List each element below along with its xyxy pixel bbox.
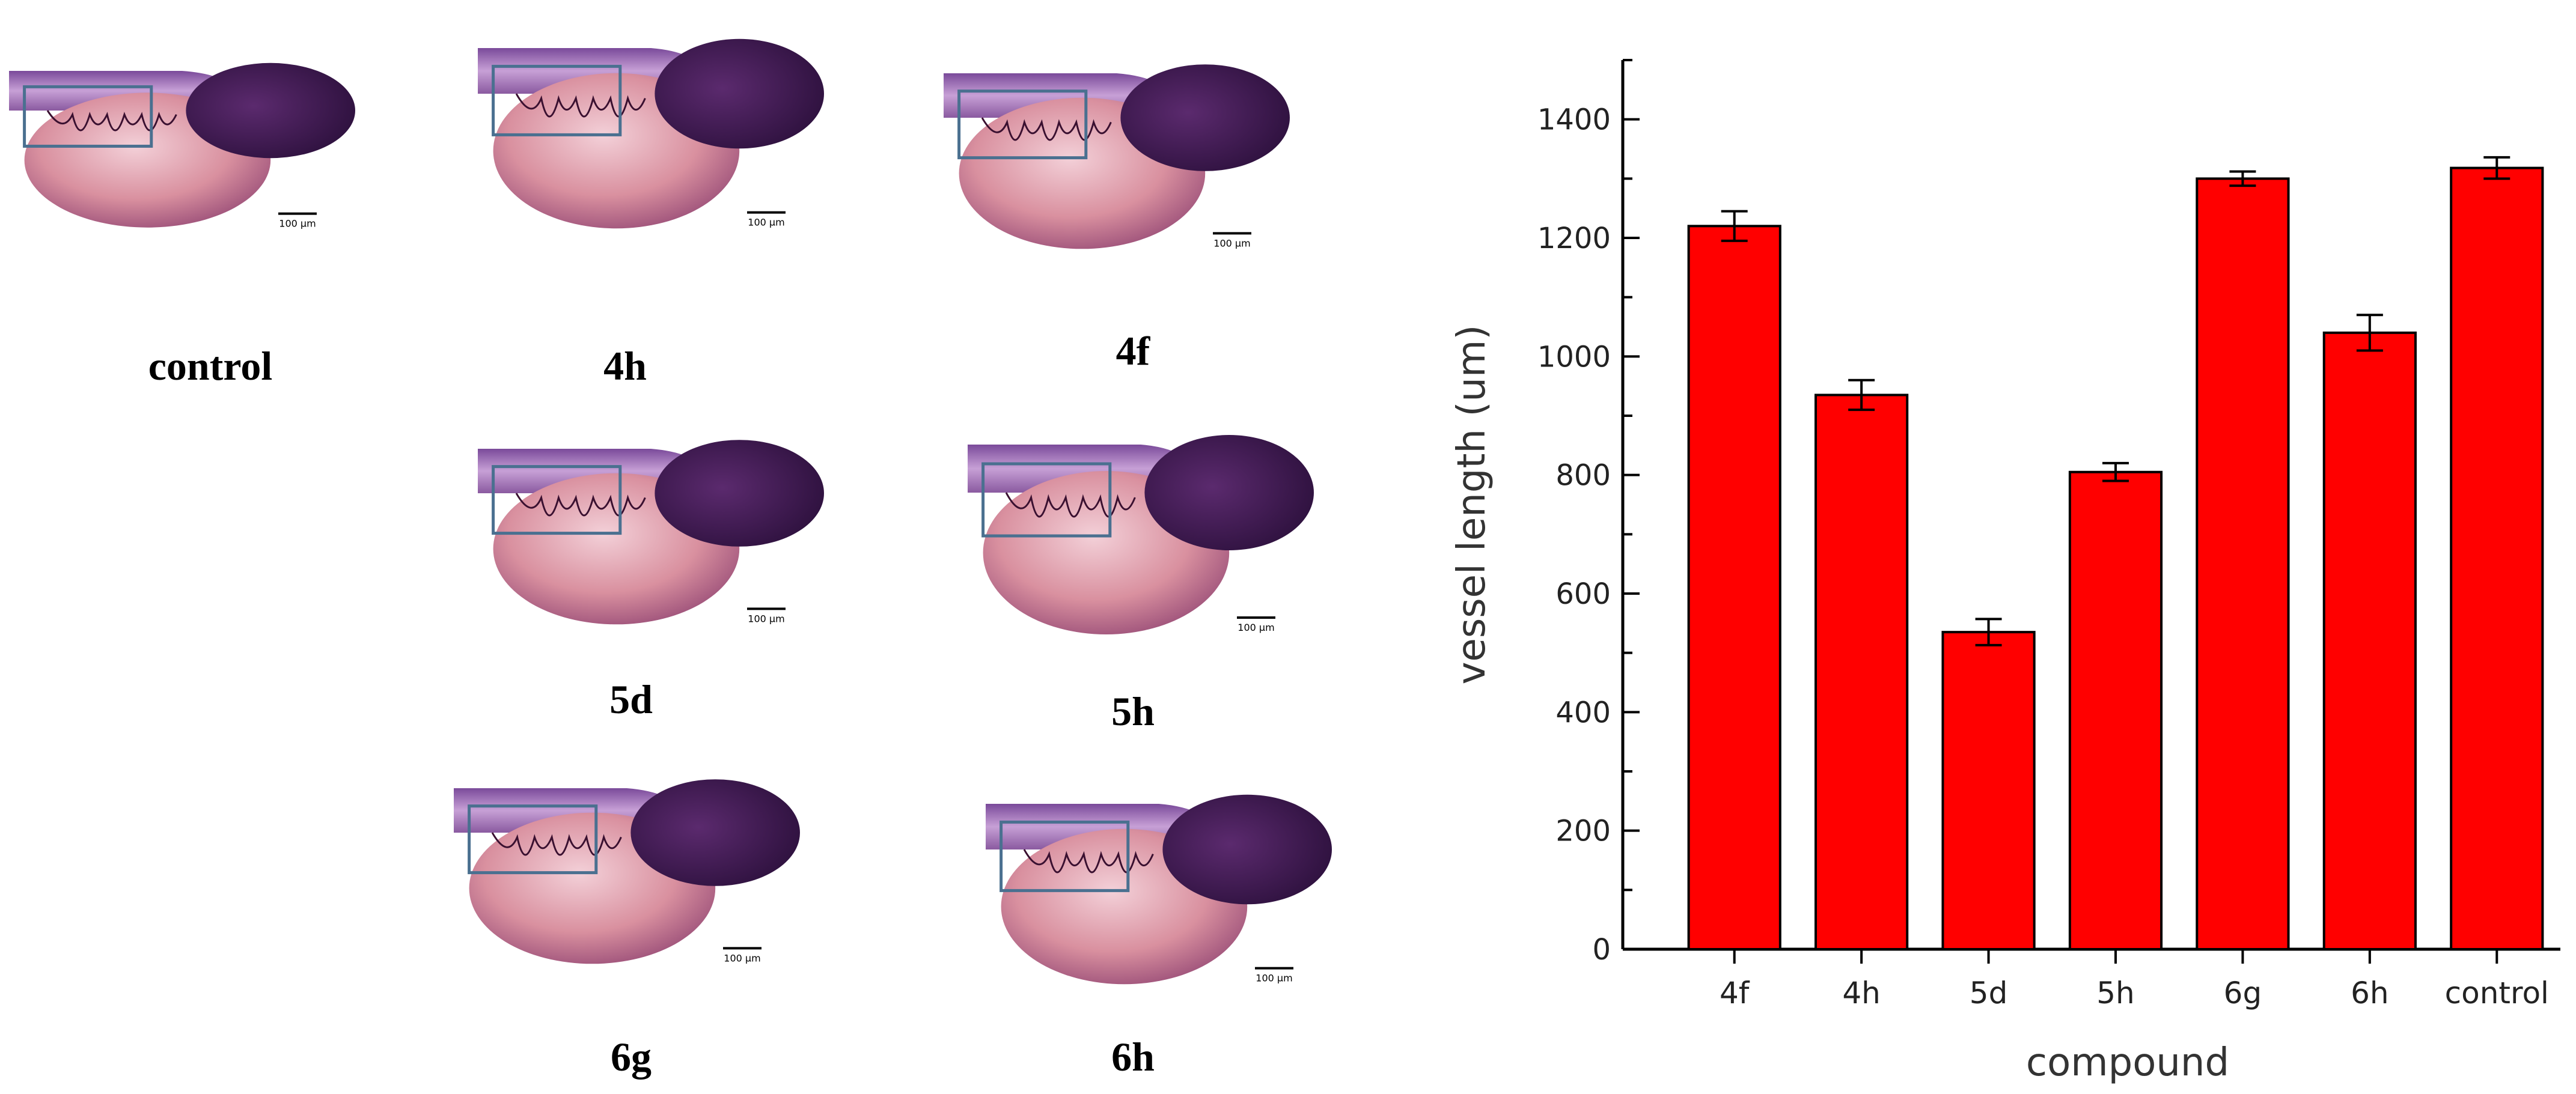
- y-tick-label: 0: [1592, 933, 1611, 967]
- embryo-head: [655, 38, 824, 149]
- x-tick-label-6g: 6g: [2224, 976, 2262, 1010]
- bar-6h: [2322, 331, 2417, 950]
- bar-4h: [1814, 394, 1909, 950]
- subintestinal-vessels: [491, 832, 622, 856]
- bar-5d: [1941, 631, 2036, 950]
- subintestinal-vessels: [1005, 492, 1136, 518]
- bar-control: [2450, 166, 2544, 950]
- panel-4f: 100 µm: [944, 51, 1328, 273]
- scale-bar-label: 100 µm: [748, 613, 784, 624]
- scale-bar-label: 100 µm: [1213, 237, 1250, 249]
- roi-box: [957, 90, 1088, 160]
- y-tick-label: 1400: [1537, 103, 1611, 137]
- panel-label-6h: 6h: [1111, 1034, 1155, 1080]
- y-tick-label: 1000: [1537, 340, 1611, 374]
- x-tick-label-4h: 4h: [1842, 976, 1881, 1010]
- x-tick-label-control: control: [2445, 976, 2549, 1010]
- x-tick-label-6h: 6h: [2351, 976, 2389, 1010]
- scale-bar-label: 100 µm: [724, 952, 760, 964]
- panel-6h: 100 µm: [986, 781, 1370, 1009]
- roi-box: [492, 64, 622, 136]
- roi-box: [981, 462, 1112, 538]
- x-tick-label-5h: 5h: [2096, 976, 2135, 1010]
- roi-box: [1000, 820, 1130, 892]
- y-tick-label: 400: [1555, 696, 1611, 729]
- vessel-length-bar-chart: 0 200 400 600 800 1000 1200 1400 4f 4h 5d 5h 6g 6h con…: [1450, 59, 2560, 1085]
- bar-4f: [1687, 225, 1781, 950]
- y-tick-label: 200: [1555, 815, 1611, 848]
- embryo-head: [1144, 435, 1314, 550]
- subintestinal-vessels: [515, 493, 646, 517]
- y-axis-label: vessel length (um): [1450, 325, 1494, 685]
- scale-bar-label: 100 µm: [1256, 973, 1292, 984]
- bar-6g: [2196, 177, 2290, 950]
- panel-label-5d: 5d: [609, 676, 653, 722]
- embryo-image-6g: 100 µm: [454, 779, 800, 964]
- scale-bar-label: 100 µm: [279, 218, 316, 229]
- embryo-image-4f: 100 µm: [944, 64, 1290, 249]
- subintestinal-vessels: [1023, 849, 1154, 874]
- roi-box: [492, 465, 622, 535]
- panel-label-5h: 5h: [1111, 688, 1155, 734]
- embryo-image-5d: 100 µm: [478, 440, 824, 624]
- embryo-head: [655, 440, 824, 547]
- panel-label-6g: 6g: [611, 1034, 652, 1080]
- x-tick-label-5d: 5d: [1970, 976, 2008, 1010]
- y-tick-label: 800: [1555, 459, 1611, 493]
- panel-4h: 100 µm: [478, 25, 862, 254]
- panel-5h: 100 µm: [968, 421, 1352, 661]
- embryo-head: [1120, 64, 1290, 171]
- embryo-head: [630, 779, 800, 886]
- embryo-head: [1162, 794, 1332, 905]
- y-tick-label: 600: [1555, 577, 1611, 611]
- bar-5h: [2068, 470, 2163, 950]
- embryo-image-5h: 100 µm: [968, 435, 1314, 634]
- panel-6g: 100 µm: [454, 766, 838, 988]
- embryo-image-control: 100 µm: [9, 62, 355, 229]
- y-tick-label: 1200: [1537, 222, 1611, 255]
- subintestinal-vessels: [46, 110, 177, 132]
- subintestinal-vessels: [981, 117, 1112, 141]
- subintestinal-vessels: [515, 93, 646, 118]
- panel-control: 100 µm: [9, 51, 394, 249]
- roi-box: [468, 804, 598, 875]
- embryo-image-4h: 100 µm: [478, 38, 824, 229]
- scale-bar-label: 100 µm: [748, 217, 784, 228]
- x-tick-label-4f: 4f: [1720, 976, 1750, 1010]
- roi-box: [23, 85, 153, 148]
- embryo-image-6h: 100 µm: [986, 794, 1332, 985]
- embryo-head: [186, 62, 355, 159]
- panel-label-control: control: [148, 343, 273, 389]
- scale-bar-label: 100 µm: [1238, 622, 1274, 633]
- panel-5d: 100 µm: [478, 427, 862, 649]
- x-axis-label: compound: [2026, 1041, 2229, 1085]
- panel-label-4h: 4h: [603, 343, 647, 389]
- panel-label-4f: 4f: [1116, 328, 1150, 374]
